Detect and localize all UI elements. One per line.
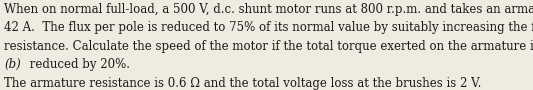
- Text: When on normal full-load, a 500 V, d.c. shunt motor runs at 800 r.p.m. and takes: When on normal full-load, a 500 V, d.c. …: [4, 3, 533, 16]
- Text: resistance. Calculate the speed of the motor if the total torque exerted on the : resistance. Calculate the speed of the m…: [4, 40, 533, 53]
- Text: The armature resistance is 0.6 Ω and the total voltage loss at the brushes is 2 : The armature resistance is 0.6 Ω and the…: [4, 76, 482, 89]
- Text: reduced by 20%.: reduced by 20%.: [26, 58, 130, 71]
- Text: 42 A.  The flux per pole is reduced to 75% of its normal value by suitably incre: 42 A. The flux per pole is reduced to 75…: [4, 21, 533, 34]
- Text: (b): (b): [4, 58, 21, 71]
